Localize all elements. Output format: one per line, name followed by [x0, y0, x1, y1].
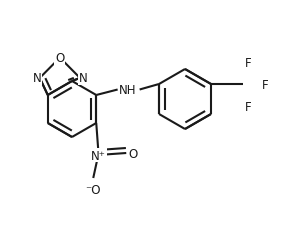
Text: N: N	[79, 72, 87, 85]
Text: N⁺: N⁺	[91, 149, 106, 162]
Text: ⁻O: ⁻O	[86, 184, 101, 197]
Text: F: F	[245, 100, 251, 113]
Text: O: O	[129, 147, 138, 160]
Text: F: F	[245, 56, 251, 69]
Text: N: N	[32, 72, 41, 85]
Text: NH: NH	[119, 84, 136, 96]
Text: F: F	[262, 78, 268, 91]
Text: O: O	[55, 52, 64, 65]
